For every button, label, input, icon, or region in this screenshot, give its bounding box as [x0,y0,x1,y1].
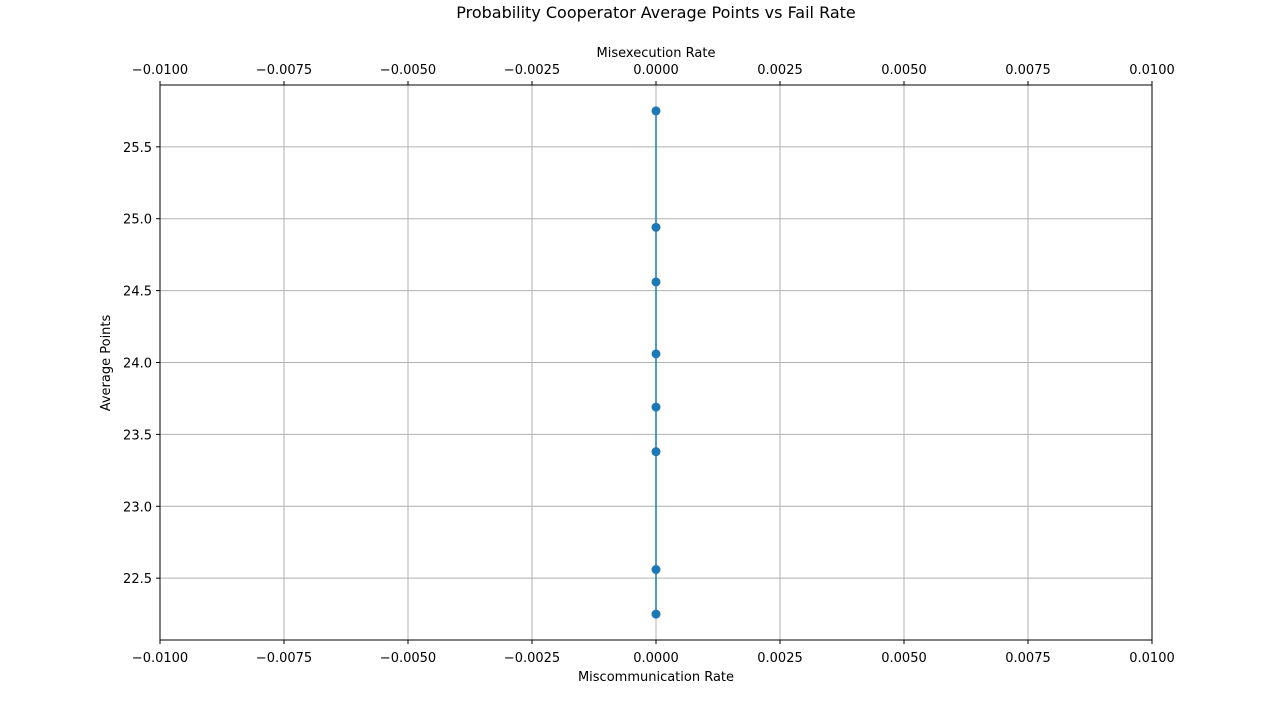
x-tick-label: −0.0100 [132,651,188,666]
x-axis-title: Miscommunication Rate [578,670,734,685]
series [651,106,661,619]
data-point [651,609,661,619]
y-tick-label: 25.5 [123,141,152,156]
data-point [651,349,661,359]
data-point [651,277,661,287]
top-x-tick-label: −0.0025 [504,63,560,78]
x-tick-label: 0.0025 [757,651,803,666]
plot-frame [159,84,1153,641]
y-tick-label: 22.5 [123,572,152,587]
y-tick-label: 24.0 [123,357,152,372]
top-x-tick-label: 0.0100 [1129,63,1175,78]
chart-title: Probability Cooperator Average Points vs… [456,3,856,22]
x-tick-label: 0.0050 [881,651,927,666]
top-axis-title: Misexecution Rate [597,46,716,61]
y-tick-label: 25.0 [123,213,152,228]
top-x-tick-label: 0.0025 [757,63,803,78]
top-x-tick-label: −0.0075 [256,63,312,78]
y-tick-label: 23.0 [123,500,152,515]
top-x-tick-label: 0.0075 [1005,63,1051,78]
data-point [651,402,661,412]
x-tick-label: 0.0100 [1129,651,1175,666]
x-tick-label: 0.0075 [1005,651,1051,666]
top-x-tick-label: −0.0050 [380,63,436,78]
y-tick-label: 23.5 [123,428,152,443]
y-axis-title: Average Points [99,314,114,411]
ticks: −0.0100 −0.0100 −0.0075 −0.0075 −0.0050 −0.00… [123,63,1175,666]
x-tick-label: −0.0075 [256,651,312,666]
x-tick-label: −0.0025 [504,651,560,666]
data-point [651,222,661,232]
x-tick-label: −0.0050 [380,651,436,666]
data-point [651,106,661,116]
data-point [651,565,661,575]
data-point [651,447,661,457]
x-tick-label: 0.0000 [633,651,679,666]
top-x-tick-label: 0.0000 [633,63,679,78]
top-x-tick-label: 0.0050 [881,63,927,78]
y-tick-label: 24.5 [123,285,152,300]
top-x-tick-label: −0.0100 [132,63,188,78]
